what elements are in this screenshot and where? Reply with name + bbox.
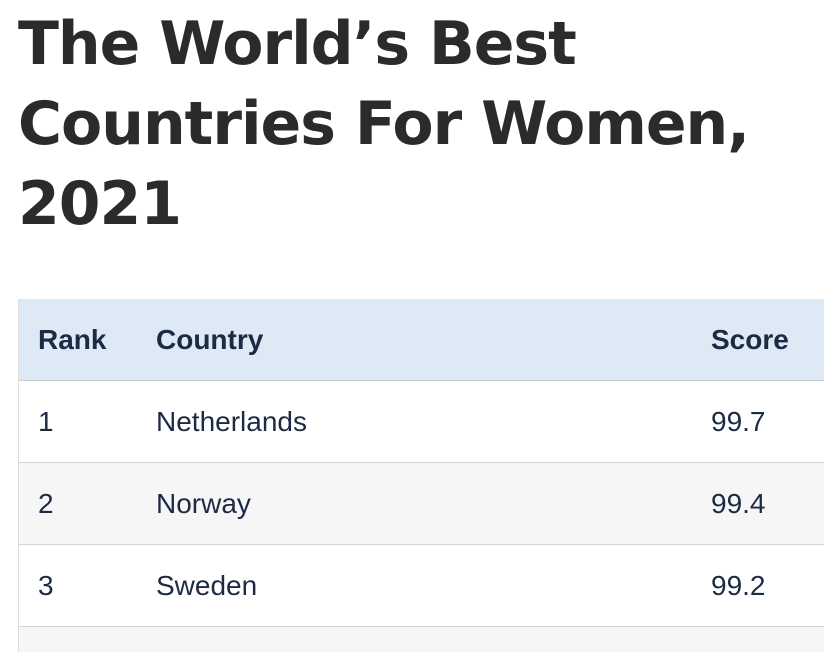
column-header-country[interactable]: Country [156, 324, 264, 355]
table-row-partial [19, 627, 824, 652]
score-cell: 99.4 [711, 488, 766, 519]
table-row: 2 Norway 99.4 [19, 463, 824, 545]
rank-cell: 2 [38, 488, 54, 519]
score-cell: 99.2 [711, 570, 766, 601]
country-cell: Sweden [156, 570, 258, 601]
country-cell: Norway [156, 488, 251, 519]
column-header-score[interactable]: Score [711, 324, 789, 355]
rank-cell: 3 [38, 570, 54, 601]
ranking-table: Rank Country Score 1 Netherlands 99.7 2 … [18, 299, 824, 652]
table-row: 1 Netherlands 99.7 [19, 381, 824, 463]
title-line-1: The World’s Best [18, 9, 577, 79]
table-header-row: Rank Country Score [19, 299, 824, 381]
score-cell: 99.7 [711, 406, 766, 437]
page-title: The World’s Best Countries For Women, 20… [18, 4, 818, 244]
title-line-2: Countries For Women, [18, 89, 750, 159]
column-header-rank[interactable]: Rank [38, 324, 107, 355]
title-line-3: 2021 [18, 169, 182, 239]
country-cell: Netherlands [156, 406, 307, 437]
rank-cell: 1 [38, 406, 54, 437]
table-row: 3 Sweden 99.2 [19, 545, 824, 627]
